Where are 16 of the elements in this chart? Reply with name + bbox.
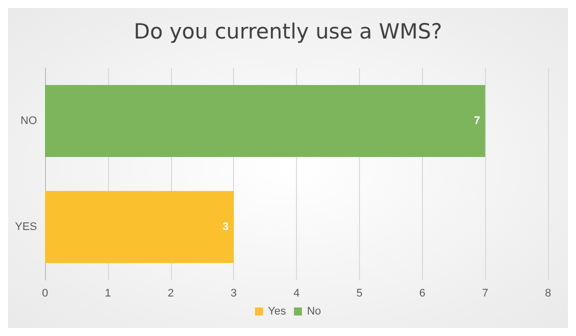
x-tick-label: 7 (482, 288, 488, 300)
x-tick-label: 1 (104, 288, 111, 300)
x-tick-label: 3 (230, 288, 237, 300)
x-tick-label: 6 (419, 288, 426, 300)
chart-title: Do you currently use a WMS? (134, 20, 442, 44)
y-tick-label: NO (20, 115, 38, 127)
data-label: 3 (222, 221, 229, 233)
legend-label: Yes (268, 306, 286, 318)
x-tick-label: 2 (168, 288, 174, 300)
x-tick-label: 8 (544, 288, 552, 300)
y-tick-label: YES (14, 221, 37, 233)
data-label: 7 (474, 115, 480, 127)
x-tick-label: 4 (293, 288, 300, 300)
x-tick-label: 0 (42, 288, 48, 300)
x-tick-label: 5 (356, 288, 362, 300)
legend-label: No (306, 306, 322, 318)
